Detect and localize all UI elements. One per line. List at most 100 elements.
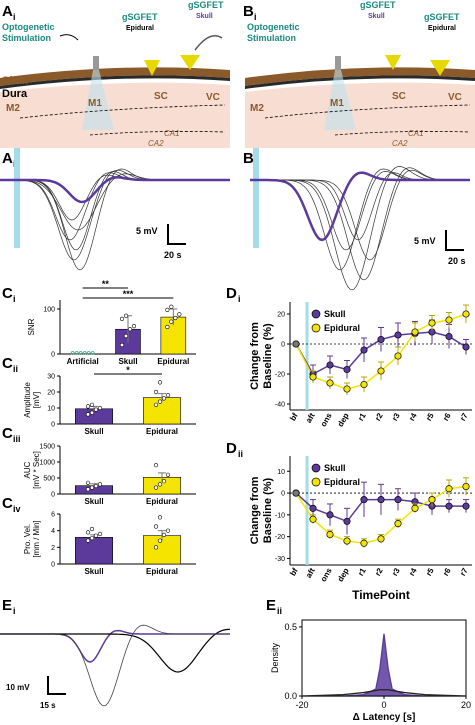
data-point (78, 351, 83, 355)
density-skull (302, 633, 466, 697)
y-tick-label: 0 (51, 422, 55, 429)
panel-a-i-schematic: A i Optogenetic Stimulation gSGFET Epidu… (0, 0, 230, 148)
data-point-epidural (343, 537, 351, 545)
x-tick-label: Epidural (146, 427, 178, 436)
y-tick-label: 500 (43, 476, 55, 483)
data-point-skull (360, 496, 368, 504)
region-ca1: CA1 (408, 129, 424, 138)
panel-b-ii-traces: B ii 5 mV 20 s (243, 148, 470, 291)
legend-label-epidural: Epidural (324, 477, 360, 487)
light-cone (82, 70, 114, 130)
x-tick-label: aft (304, 411, 317, 424)
x-tick-label: Skull (118, 357, 137, 366)
y-tick-label: 20 (277, 312, 285, 319)
trace-black (0, 172, 230, 241)
region-ca2: CA2 (392, 139, 408, 148)
epidural-electrode-icon (144, 60, 160, 76)
data-point (161, 479, 167, 484)
data-point-epidural (394, 520, 402, 528)
panel-label-c: C (2, 355, 13, 372)
bar-skull (75, 537, 114, 565)
scale-mv: 10 mV (6, 683, 30, 692)
data-point-skull (394, 496, 402, 504)
scale-s: 15 s (40, 701, 56, 710)
line-chart-Dii: -30 -20 -10 0 10 bf aft ons dep r1 r2 r3 r4 r5 r6 r7 Cha… (249, 456, 472, 602)
x-tick-label: 20 (461, 700, 471, 710)
data-point (153, 485, 159, 490)
significance-label: * (126, 365, 130, 375)
y-tick-label: 2 (51, 545, 55, 552)
data-point (165, 324, 170, 330)
y-axis-label: Amplitude[mV] (23, 382, 41, 418)
skull-layer (0, 67, 230, 86)
y-tick-label: 4 (51, 528, 55, 535)
optogenetic-label-1: Optogenetic (2, 22, 55, 32)
panel-label-b: B (243, 3, 254, 20)
data-point-epidural (445, 316, 453, 324)
data-point (123, 313, 129, 318)
legend-label-skull: Skull (324, 309, 346, 319)
panel-label-a: A (2, 150, 13, 167)
data-point-epidural (360, 380, 368, 389)
region-ca1: CA1 (164, 129, 180, 138)
scale-bar (445, 230, 464, 251)
region-m2: M2 (6, 103, 20, 114)
panel-label-c: C (2, 425, 13, 442)
x-tick-label: Epidural (146, 567, 178, 576)
optogenetic-label-1: Optogenetic (247, 22, 300, 32)
data-point (85, 487, 91, 492)
data-point-epidural (462, 482, 470, 491)
data-point-epidural (445, 485, 453, 493)
x-axis-label: Δ Latency [s] (353, 712, 416, 723)
optogenetic-label-2: Stimulation (247, 33, 296, 43)
panel-label-d: D (226, 440, 237, 457)
x-tick-label: dep (336, 566, 351, 583)
data-point-skull (462, 502, 470, 510)
y-tick-label: 0 (51, 562, 55, 569)
data-point (165, 472, 171, 477)
panel-label-e: E (266, 597, 276, 614)
x-tick-label: Skull (84, 567, 103, 576)
y-tick-label: -40 (275, 402, 285, 409)
y-tick-label: 0 (281, 342, 285, 349)
panel-e-ii-labels: E ii (266, 597, 282, 616)
data-point-epidural (309, 515, 317, 523)
data-point-epidural (411, 328, 419, 336)
data-point (157, 399, 163, 404)
y-tick-label: -20 (275, 534, 285, 541)
panel-label-d: D (226, 285, 237, 302)
epidural-electrode-icon (430, 60, 450, 76)
data-point-skull (462, 343, 470, 351)
data-point (93, 407, 99, 412)
scale-bar (167, 224, 186, 245)
legend-marker-skull (311, 309, 321, 319)
data-point-epidural (343, 385, 351, 393)
data-point-epidural (411, 504, 419, 512)
trace-black (250, 167, 470, 281)
data-point (169, 304, 174, 309)
data-point (119, 316, 125, 322)
region-vc: VC (206, 92, 220, 103)
data-point (93, 483, 99, 489)
data-point-epidural (309, 373, 317, 381)
x-tick-label: -20 (295, 700, 308, 710)
y-axis-label: Pro. Vel.[mm / Min] (23, 520, 41, 557)
x-tick-label: r3 (390, 411, 402, 423)
x-tick-label: r6 (441, 411, 453, 423)
scale-bar (47, 676, 66, 695)
data-point (161, 396, 167, 401)
epidural-label: Epidural (126, 25, 154, 32)
skull-electrode-icon (180, 55, 200, 70)
y-tick-label: 100 (43, 307, 55, 314)
panel-label-e: E (2, 597, 12, 614)
legend-label-epidural: Epidural (324, 323, 360, 333)
skull-electrode-icon (385, 55, 401, 70)
data-point (85, 404, 91, 409)
data-point (153, 402, 159, 407)
gsgfet-skull-label: gSGFET (188, 0, 224, 10)
x-tick-label: r4 (407, 566, 419, 578)
data-point (165, 528, 171, 533)
data-point (89, 536, 95, 541)
